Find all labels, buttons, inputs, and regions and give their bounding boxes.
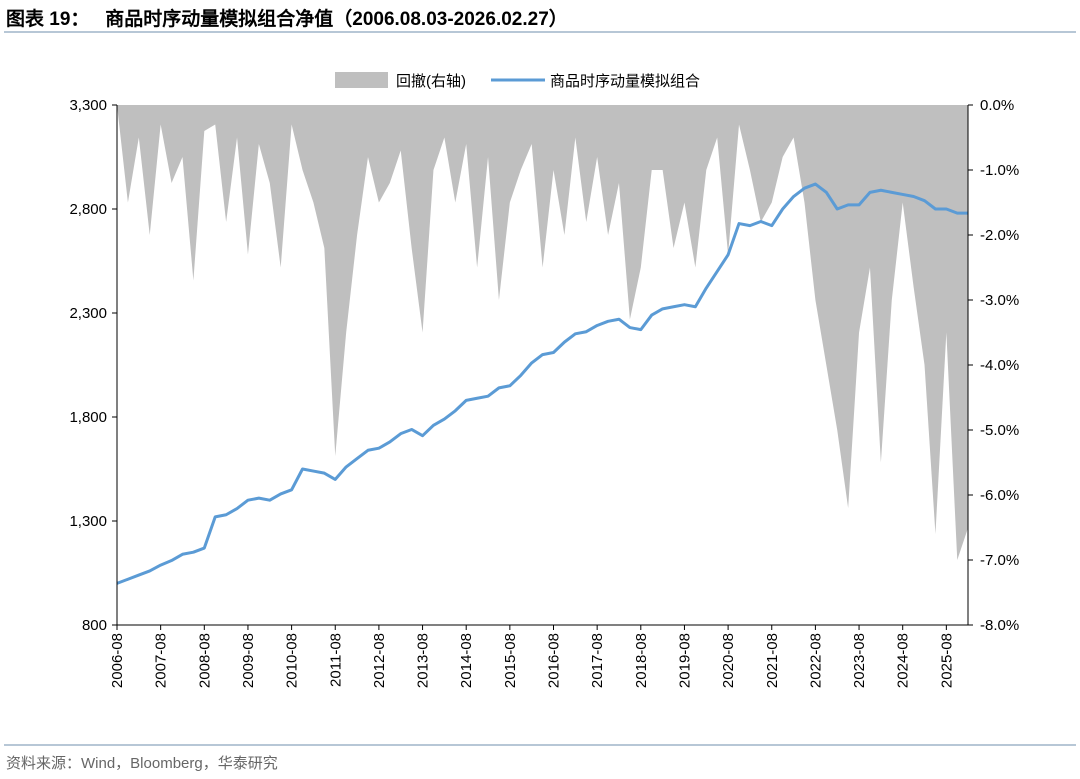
legend-swatch-drawdown (335, 72, 388, 88)
right-tick-label: -3.0% (980, 292, 1019, 309)
x-tick-label: 2010-08 (284, 633, 301, 688)
x-tick-label: 2014-08 (458, 633, 475, 688)
x-tick-label: 2025-08 (938, 633, 955, 688)
x-tick-label: 2008-08 (196, 633, 213, 688)
x-tick-label: 2017-08 (589, 633, 606, 688)
x-tick-label: 2021-08 (764, 633, 781, 688)
title-divider (4, 31, 1076, 33)
right-tick-label: -6.0% (980, 487, 1019, 504)
left-tick-label: 1,800 (69, 409, 107, 426)
x-tick-label: 2016-08 (546, 633, 563, 688)
left-tick-label: 2,800 (69, 201, 107, 218)
right-tick-label: -8.0% (980, 617, 1019, 634)
x-tick-label: 2019-08 (676, 633, 693, 688)
legend-label-nav: 商品时序动量模拟组合 (550, 73, 700, 90)
right-tick-label: -5.0% (980, 422, 1019, 439)
x-tick-label: 2007-08 (153, 633, 170, 688)
nav-line (116, 182, 969, 585)
left-tick-label: 3,300 (69, 97, 107, 114)
drawdown-area (117, 105, 969, 560)
x-tick-label: 2011-08 (327, 633, 344, 687)
right-tick-label: 0.0% (980, 97, 1014, 114)
right-tick-label: -4.0% (980, 357, 1019, 374)
x-tick-label: 2013-08 (415, 633, 432, 688)
right-tick-label: -2.0% (980, 227, 1019, 244)
x-tick-label: 2018-08 (633, 633, 650, 688)
right-tick-label: -1.0% (980, 162, 1019, 179)
legend-label-drawdown: 回撤(右轴) (396, 73, 466, 90)
left-tick-label: 800 (82, 617, 107, 634)
chart-title: 图表 19： 商品时序动量模拟组合净值（2006.08.03-2026.02.2… (6, 9, 568, 30)
x-tick-label: 2015-08 (502, 633, 519, 688)
x-tick-label: 2022-08 (807, 633, 824, 688)
x-tick-label: 2020-08 (720, 633, 737, 688)
x-tick-label: 2006-08 (109, 633, 126, 688)
left-tick-label: 1,300 (69, 513, 107, 530)
x-tick-label: 2012-08 (371, 633, 388, 688)
x-tick-label: 2024-08 (895, 633, 912, 688)
legend: 回撤(右轴) 商品时序动量模拟组合 (335, 72, 700, 90)
source-divider (4, 744, 1076, 746)
source-note: 资料来源：Wind，Bloomberg，华泰研究 (6, 755, 278, 772)
x-tick-label: 2023-08 (851, 633, 868, 688)
right-tick-label: -7.0% (980, 552, 1019, 569)
left-tick-label: 2,300 (69, 305, 107, 322)
x-tick-label: 2009-08 (240, 633, 257, 688)
